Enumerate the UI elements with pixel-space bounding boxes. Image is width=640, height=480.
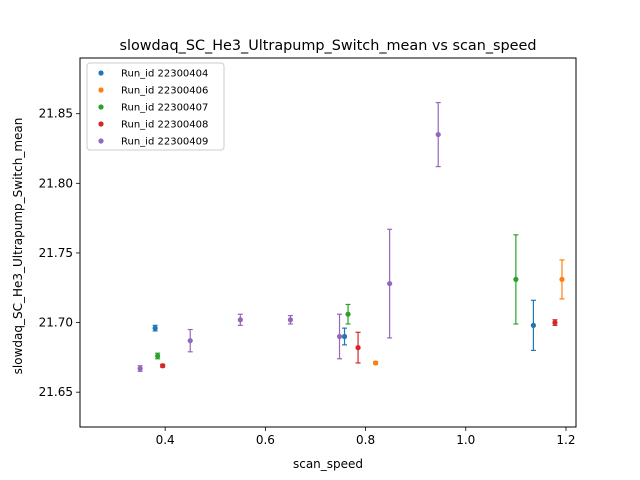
data-point <box>160 363 166 369</box>
data-point <box>387 280 393 287</box>
x-tick-label: 0.4 <box>156 433 175 447</box>
legend-marker <box>98 121 104 127</box>
data-point <box>372 360 379 366</box>
series-4 <box>160 319 558 369</box>
legend-label: Run_id 22300404 <box>121 69 208 80</box>
data-point <box>552 319 558 326</box>
x-tick-label: 1.0 <box>456 433 475 447</box>
y-tick-label: 21.75 <box>39 246 73 260</box>
plot-frame <box>79 57 577 428</box>
legend-marker <box>98 104 104 110</box>
data-point <box>187 338 193 344</box>
data-point <box>137 365 143 372</box>
data-point <box>559 276 565 282</box>
data-point <box>152 325 158 331</box>
data-point <box>345 311 351 317</box>
x-tick-label: 1.2 <box>556 433 575 447</box>
legend-marker <box>98 70 104 76</box>
data-point <box>435 131 441 138</box>
legend-label: Run_id 22300409 <box>121 137 208 148</box>
legend-label: Run_id 22300408 <box>121 120 208 131</box>
data-point <box>336 333 343 340</box>
series-1 <box>152 299 537 352</box>
y-axis-label: slowdaq_SC_He3_Ultrapump_Switch_mean <box>11 118 25 375</box>
legend-marker <box>98 138 104 144</box>
data-marks <box>137 101 565 372</box>
legend-label: Run_id 22300407 <box>121 103 208 114</box>
data-point <box>341 333 348 340</box>
legend-box <box>86 62 225 151</box>
chart-title: slowdaq_SC_He3_Ultrapump_Switch_mean vs … <box>119 38 536 54</box>
axis-ticks: 0.4 0.6 0.8 1.0 1.2 21.65 21.70 21.75 21.80 21.85 <box>39 107 576 447</box>
legend-marker <box>98 87 104 93</box>
data-point <box>237 317 243 323</box>
data-point <box>155 353 161 359</box>
x-axis-label: scan_speed <box>293 457 363 471</box>
legend-label: Run_id 22300406 <box>121 86 208 97</box>
x-tick-label: 0.8 <box>356 433 375 447</box>
data-point <box>287 317 294 323</box>
series-2 <box>372 259 565 366</box>
x-tick-label: 0.6 <box>256 433 275 447</box>
data-point <box>355 345 361 351</box>
y-tick-label: 21.65 <box>39 385 73 399</box>
data-point <box>513 276 519 282</box>
y-tick-label: 21.70 <box>39 316 73 330</box>
series-3 <box>155 234 519 360</box>
data-point <box>530 322 537 328</box>
series-5 <box>137 101 441 372</box>
legend: Run_id 22300404 Run_id 22300406 Run_id 223… <box>86 62 225 151</box>
y-tick-label: 21.85 <box>39 107 73 121</box>
y-tick-label: 21.80 <box>39 176 73 190</box>
